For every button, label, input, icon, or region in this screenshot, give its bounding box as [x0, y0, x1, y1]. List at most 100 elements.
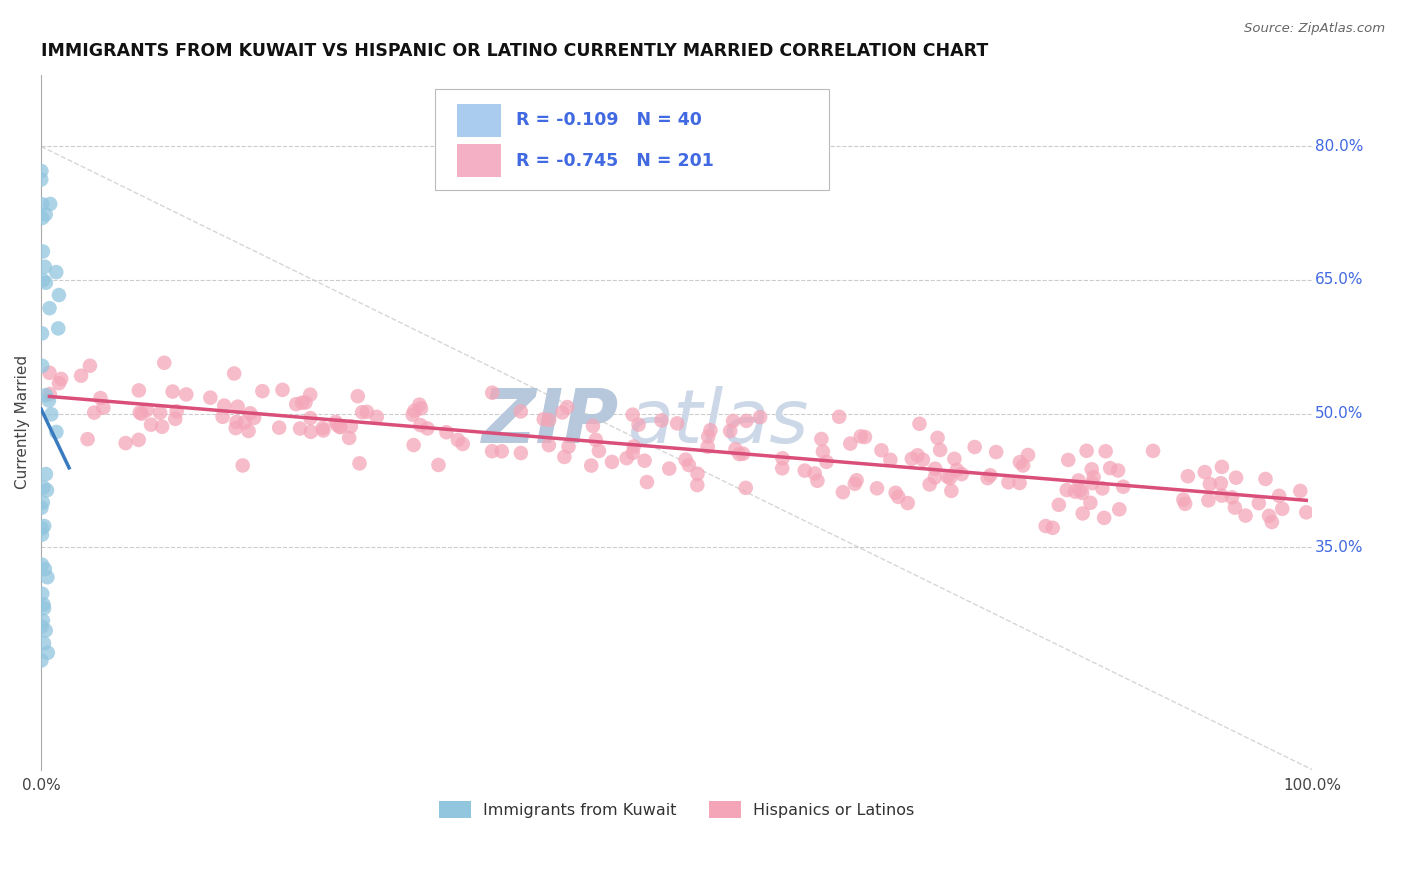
Point: [291, 395, 314, 409]
Point: [1071, 507, 1094, 521]
Point: [1173, 492, 1195, 507]
Text: 80.0%: 80.0%: [1315, 139, 1364, 154]
Text: 35.0%: 35.0%: [1315, 540, 1364, 555]
Legend: Immigrants from Kuwait, Hispanics or Latinos: Immigrants from Kuwait, Hispanics or Lat…: [432, 795, 921, 824]
Point: [1064, 484, 1087, 499]
Point: [32, 273, 55, 287]
Point: [32, 519, 55, 533]
Point: [35, 388, 58, 402]
Point: [1071, 486, 1094, 500]
Point: [1017, 448, 1039, 462]
Point: [299, 411, 322, 425]
Point: [551, 405, 574, 419]
Point: [946, 463, 969, 477]
Point: [1099, 461, 1122, 475]
Point: [1047, 498, 1070, 512]
Point: [409, 401, 432, 416]
Point: [1289, 483, 1312, 498]
Point: [114, 436, 136, 450]
Point: [325, 415, 347, 429]
Point: [31, 359, 53, 373]
Point: [831, 485, 853, 500]
Point: [845, 473, 868, 487]
Point: [366, 409, 388, 424]
Point: [1057, 453, 1080, 467]
Point: [1209, 476, 1232, 491]
Point: [1092, 511, 1115, 525]
Point: [139, 417, 162, 432]
FancyBboxPatch shape: [434, 89, 830, 190]
Point: [45, 425, 67, 439]
Point: [1080, 462, 1102, 476]
Point: [349, 456, 371, 470]
Point: [128, 433, 150, 447]
Point: [1211, 489, 1233, 503]
Point: [666, 417, 689, 431]
Point: [839, 436, 862, 450]
Point: [481, 385, 503, 400]
Point: [340, 419, 363, 434]
Point: [32, 601, 55, 615]
Point: [1261, 515, 1284, 529]
Point: [770, 461, 793, 475]
Point: [697, 429, 720, 443]
Point: [34, 260, 56, 274]
Point: [853, 430, 876, 444]
Point: [31, 326, 53, 341]
Point: [31, 587, 53, 601]
Point: [1199, 477, 1222, 491]
Point: [89, 391, 111, 405]
Point: [533, 412, 555, 426]
Point: [1008, 475, 1031, 490]
Point: [79, 359, 101, 373]
Point: [538, 413, 561, 427]
Text: R = -0.745   N = 201: R = -0.745 N = 201: [516, 152, 714, 169]
Point: [1107, 463, 1129, 477]
Point: [943, 451, 966, 466]
Point: [48, 288, 70, 302]
Point: [46, 321, 69, 335]
Point: [31, 521, 53, 535]
Point: [734, 481, 756, 495]
Point: [436, 425, 458, 440]
Point: [45, 265, 67, 279]
Point: [224, 367, 246, 381]
FancyBboxPatch shape: [457, 144, 502, 178]
Text: atlas: atlas: [628, 386, 810, 458]
Point: [51, 372, 73, 386]
Point: [509, 404, 531, 418]
Point: [346, 389, 368, 403]
Text: IMMIGRANTS FROM KUWAIT VS HISPANIC OR LATINO CURRENTLY MARRIED CORRELATION CHART: IMMIGRANTS FROM KUWAIT VS HISPANIC OR LA…: [41, 42, 988, 60]
Point: [34, 562, 56, 576]
Point: [243, 411, 266, 425]
Point: [31, 495, 53, 509]
Point: [200, 391, 222, 405]
Point: [39, 197, 62, 211]
Point: [997, 475, 1019, 490]
Point: [735, 414, 758, 428]
Point: [131, 407, 153, 421]
Point: [718, 424, 741, 438]
Point: [404, 404, 426, 418]
Point: [678, 458, 700, 472]
Point: [879, 452, 901, 467]
Point: [1094, 444, 1116, 458]
Point: [408, 398, 430, 412]
Point: [976, 471, 998, 485]
Point: [491, 444, 513, 458]
Point: [38, 387, 60, 401]
Point: [621, 446, 644, 460]
Point: [1008, 455, 1031, 469]
Point: [1295, 505, 1317, 519]
Point: [849, 429, 872, 443]
Point: [211, 409, 233, 424]
Point: [153, 356, 176, 370]
Point: [149, 406, 172, 420]
Point: [844, 476, 866, 491]
Point: [451, 437, 474, 451]
Point: [35, 276, 58, 290]
Point: [225, 421, 247, 435]
Point: [41, 407, 63, 421]
Point: [911, 452, 934, 467]
Point: [1271, 501, 1294, 516]
